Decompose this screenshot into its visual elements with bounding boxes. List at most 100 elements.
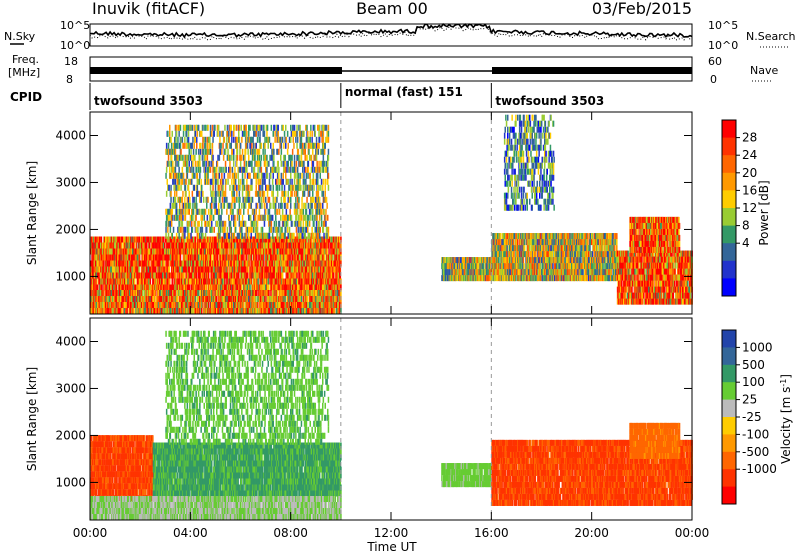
range-gate-cell: [159, 284, 161, 291]
range-gate-cell: [185, 154, 188, 161]
range-gate-cell: [194, 220, 197, 227]
range-gate-cell: [193, 196, 195, 203]
range-gate-cell: [154, 260, 157, 267]
range-gate-cell: [199, 302, 201, 308]
range-gate-cell: [185, 130, 188, 137]
range-gate-cell: [203, 208, 205, 215]
range-gate-cell: [181, 178, 184, 185]
range-gate-cell: [179, 202, 181, 209]
range-gate-cell: [169, 278, 171, 285]
range-gate-cell: [337, 260, 340, 267]
range-gate-cell: [207, 124, 209, 131]
range-gate-cell: [137, 278, 139, 285]
range-gate-cell: [171, 302, 173, 308]
range-gate-cell: [179, 208, 181, 215]
range-gate-cell: [183, 178, 185, 185]
range-gate-cell: [140, 266, 143, 273]
range-gate-cell: [113, 248, 116, 255]
range-gate-cell: [211, 226, 214, 233]
range-gate-cell: [182, 154, 184, 161]
range-gate-cell: [184, 196, 186, 203]
range-gate-cell: [271, 248, 273, 255]
range-gate-cell: [187, 142, 189, 149]
range-gate-cell: [303, 278, 305, 285]
range-gate-cell: [174, 154, 176, 161]
range-gate-cell: [198, 178, 200, 185]
range-gate-cell: [165, 190, 168, 197]
range-gate-cell: [190, 242, 192, 249]
range-gate-cell: [162, 236, 165, 243]
range-gate-cell: [196, 184, 199, 191]
range-gate-cell: [286, 260, 289, 267]
range-gate-cell: [308, 278, 310, 285]
range-gate-cell: [128, 236, 131, 243]
range-gate-cell: [279, 266, 281, 273]
range-gate-cell: [202, 302, 204, 308]
range-gate-cell: [170, 196, 172, 203]
range-gate-cell: [255, 308, 257, 314]
range-gate-cell: [126, 242, 128, 249]
range-gate-cell: [197, 124, 200, 131]
range-gate-cell: [130, 272, 132, 279]
range-gate-cell: [160, 260, 163, 267]
range-gate-cell: [112, 272, 115, 279]
range-gate-cell: [201, 226, 204, 233]
range-gate-cell: [165, 220, 168, 227]
range-gate-cell: [169, 308, 172, 314]
range-gate-cell: [101, 284, 103, 291]
range-gate-cell: [191, 190, 194, 197]
range-gate-cell: [166, 302, 168, 308]
range-gate-cell: [98, 236, 101, 243]
range-gate-cell: [141, 308, 143, 314]
range-gate-cell: [187, 130, 190, 137]
range-gate-cell: [95, 278, 98, 285]
range-gate-cell: [111, 260, 113, 267]
range-gate-cell: [211, 124, 214, 131]
range-gate-cell: [229, 302, 231, 308]
range-gate-cell: [300, 302, 303, 308]
range-gate-cell: [164, 236, 167, 243]
range-gate-cell: [199, 172, 201, 179]
range-gate-cell: [95, 308, 98, 314]
range-gate-cell: [206, 142, 209, 149]
range-gate-cell: [196, 142, 198, 149]
range-gate-cell: [211, 220, 213, 227]
range-gate-cell: [206, 248, 208, 255]
range-gate-cell: [124, 248, 126, 255]
range-gate-cell: [176, 296, 178, 302]
range-gate-cell: [330, 272, 333, 279]
range-gate-cell: [133, 272, 136, 279]
range-gate-cell: [202, 196, 205, 203]
range-gate-cell: [204, 142, 207, 149]
range-gate-cell: [224, 272, 226, 279]
range-gate-cell: [206, 136, 209, 143]
range-gate-cell: [183, 226, 185, 233]
range-gate-cell: [184, 232, 186, 239]
range-gate-cell: [276, 290, 279, 296]
range-gate-cell: [161, 236, 163, 243]
range-gate-cell: [200, 178, 202, 185]
range-gate-cell: [208, 290, 210, 296]
range-gate-cell: [178, 278, 180, 285]
nsky-label: N.Sky: [4, 30, 36, 43]
range-gate-cell: [133, 278, 136, 285]
range-gate-cell: [194, 254, 196, 261]
range-gate-cell: [104, 242, 106, 249]
range-gate-cell: [169, 302, 172, 308]
range-gate-cell: [103, 248, 106, 255]
range-gate-cell: [204, 124, 207, 131]
range-gate-cell: [174, 172, 176, 179]
range-gate-cell: [143, 266, 145, 273]
range-gate-cell: [187, 226, 190, 233]
range-gate-cell: [180, 296, 182, 302]
date-title: 03/Feb/2015: [592, 0, 692, 18]
range-gate-cell: [181, 166, 184, 173]
range-gate-cell: [222, 302, 225, 308]
range-gate-cell: [238, 290, 241, 296]
range-gate-cell: [212, 184, 214, 191]
range-gate-cell: [170, 260, 172, 267]
range-gate-cell: [209, 136, 211, 143]
range-gate-cell: [197, 148, 200, 155]
range-gate-cell: [180, 136, 182, 143]
range-gate-cell: [170, 184, 172, 191]
